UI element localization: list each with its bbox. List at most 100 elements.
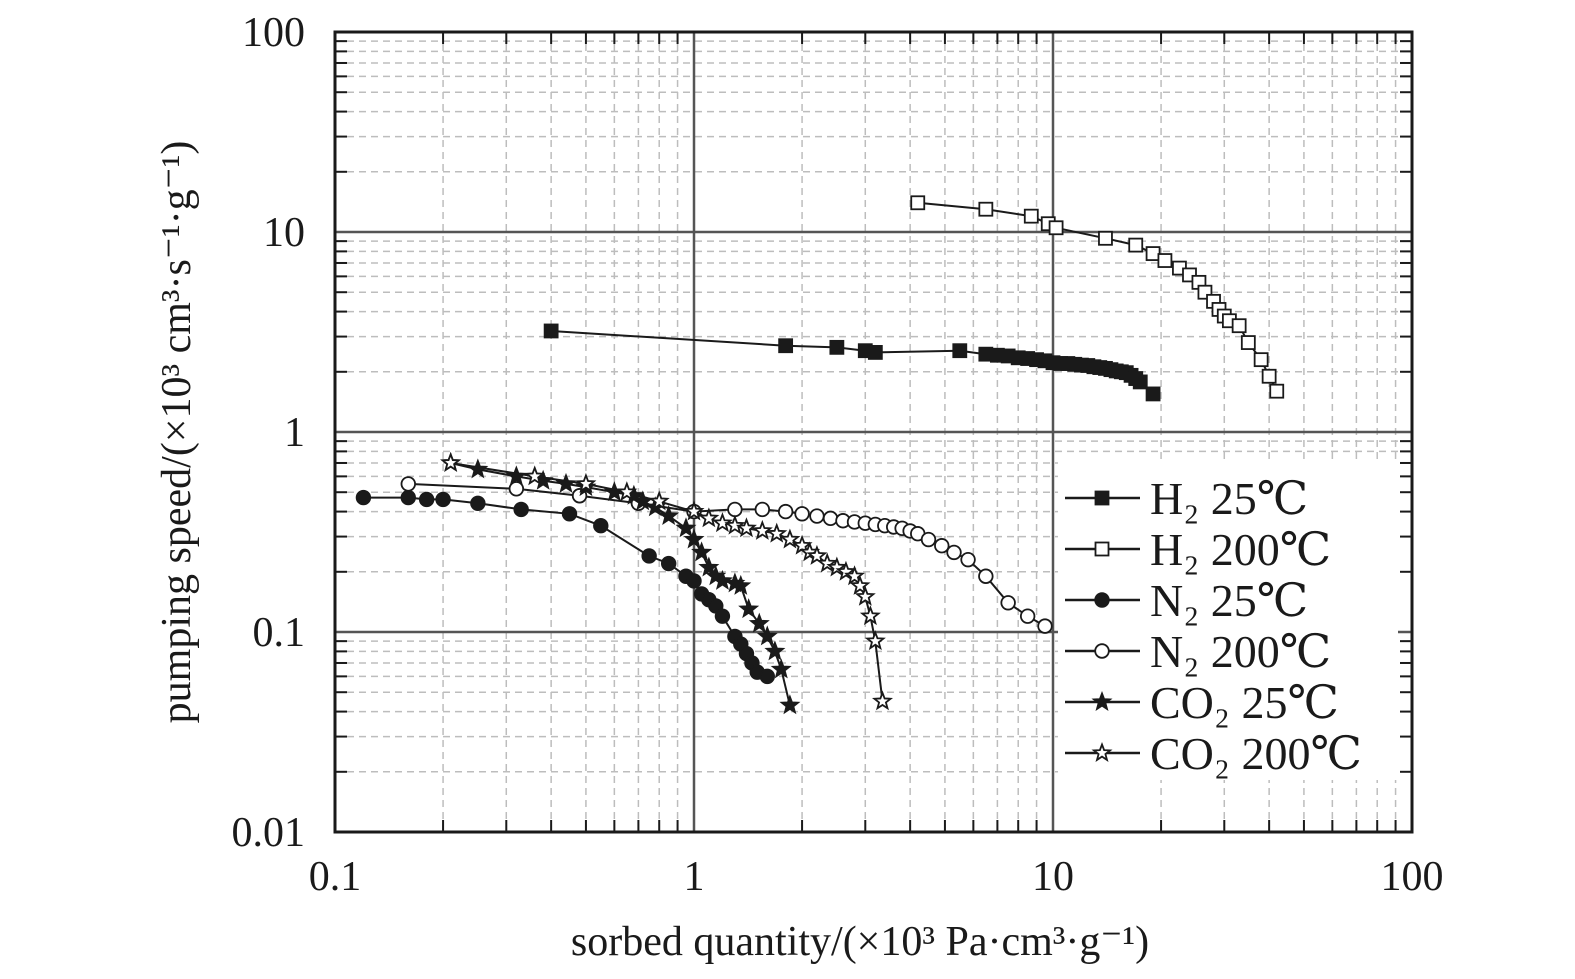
data-point bbox=[440, 451, 462, 472]
data-point bbox=[714, 608, 731, 624]
y-tick-label: 1 bbox=[284, 410, 305, 456]
data-point bbox=[418, 491, 435, 508]
data-point bbox=[641, 548, 657, 564]
legend-background bbox=[1058, 462, 1398, 780]
data-point bbox=[508, 481, 525, 497]
data-point bbox=[826, 556, 848, 577]
data-point bbox=[748, 612, 770, 633]
series-5 bbox=[440, 451, 894, 711]
data-point bbox=[711, 569, 733, 590]
data-point bbox=[754, 501, 771, 518]
data-point bbox=[735, 517, 757, 538]
data-point bbox=[1261, 368, 1277, 384]
data-point bbox=[648, 490, 670, 511]
data-point bbox=[1094, 592, 1110, 608]
series-2 bbox=[355, 489, 775, 685]
data-point bbox=[505, 465, 527, 486]
series-3 bbox=[400, 476, 1053, 634]
data-point bbox=[1132, 374, 1148, 390]
data-point bbox=[1098, 230, 1113, 246]
legend-entry: N₂ 25℃ bbox=[1065, 575, 1308, 626]
data-point bbox=[543, 323, 559, 339]
series-layer bbox=[355, 195, 1285, 715]
data-point bbox=[1094, 490, 1110, 506]
legend-entry: CO₂ 200℃ bbox=[1065, 728, 1362, 779]
data-point bbox=[435, 491, 451, 508]
legend-label: H₂ 200℃ bbox=[1150, 524, 1331, 575]
data-point bbox=[1269, 383, 1285, 399]
data-point bbox=[730, 574, 752, 595]
data-point bbox=[513, 501, 529, 518]
legend-label: N₂ 25℃ bbox=[1150, 575, 1308, 626]
data-point bbox=[844, 565, 866, 586]
data-point bbox=[854, 585, 876, 606]
series-1 bbox=[910, 195, 1285, 399]
data-point bbox=[691, 541, 713, 562]
y-axis-title: pumping speed/(×10³ cm³·s⁻¹·g⁻¹) bbox=[154, 141, 200, 724]
data-point bbox=[952, 343, 968, 359]
data-point bbox=[859, 605, 881, 626]
legend-entry: H₂ 25℃ bbox=[1065, 473, 1308, 524]
data-point bbox=[779, 694, 801, 715]
data-point bbox=[660, 555, 677, 572]
data-point bbox=[683, 500, 705, 521]
legend-entry: N₂ 200℃ bbox=[1065, 626, 1331, 677]
data-point bbox=[934, 538, 950, 554]
legend-label: CO₂ 200℃ bbox=[1150, 728, 1362, 779]
data-point bbox=[738, 598, 760, 619]
data-point bbox=[616, 481, 638, 502]
legend-label: CO₂ 25℃ bbox=[1150, 677, 1339, 728]
data-point bbox=[686, 573, 702, 589]
data-point bbox=[1037, 618, 1053, 634]
data-point bbox=[759, 668, 775, 685]
data-point bbox=[778, 338, 794, 354]
data-point bbox=[794, 506, 810, 522]
data-point bbox=[946, 544, 962, 561]
series-4 bbox=[440, 451, 801, 715]
x-tick-label: 100 bbox=[1381, 854, 1444, 900]
data-point bbox=[766, 522, 788, 543]
x-axis-title: sorbed quantity/(×10³ Pa·cm³·g⁻¹) bbox=[571, 919, 1149, 965]
data-point bbox=[698, 556, 720, 577]
data-point bbox=[1157, 253, 1173, 268]
data-point bbox=[751, 519, 773, 540]
y-tick-label: 100 bbox=[242, 10, 305, 56]
data-point bbox=[770, 658, 792, 679]
data-point bbox=[1145, 386, 1161, 402]
data-point bbox=[1094, 541, 1110, 557]
data-point bbox=[711, 512, 733, 533]
legend-entry: H₂ 200℃ bbox=[1065, 524, 1331, 575]
data-point bbox=[835, 560, 857, 581]
data-point bbox=[575, 472, 597, 493]
data-point bbox=[400, 476, 416, 492]
data-point bbox=[683, 528, 705, 549]
data-point bbox=[1019, 608, 1036, 624]
data-point bbox=[1000, 595, 1016, 611]
data-point bbox=[1094, 643, 1110, 659]
data-point bbox=[1091, 690, 1113, 711]
data-point bbox=[593, 518, 609, 534]
data-point bbox=[809, 508, 825, 524]
plot-frame bbox=[333, 30, 1414, 834]
data-point bbox=[864, 630, 886, 651]
data-point bbox=[806, 544, 828, 565]
data-point bbox=[1048, 220, 1064, 236]
x-tick-label: 1 bbox=[684, 854, 705, 900]
data-point bbox=[1128, 237, 1144, 253]
data-point bbox=[470, 495, 486, 512]
data-point bbox=[1091, 741, 1113, 762]
data-point bbox=[561, 506, 578, 522]
data-point bbox=[1231, 318, 1247, 334]
data-point bbox=[978, 568, 994, 584]
data-point bbox=[727, 501, 743, 518]
y-tick-label: 10 bbox=[263, 210, 305, 256]
data-point bbox=[1240, 335, 1256, 350]
data-point bbox=[829, 339, 845, 355]
data-point bbox=[675, 517, 697, 538]
data-point bbox=[871, 690, 894, 711]
data-point bbox=[724, 514, 746, 535]
data-point bbox=[658, 504, 680, 525]
